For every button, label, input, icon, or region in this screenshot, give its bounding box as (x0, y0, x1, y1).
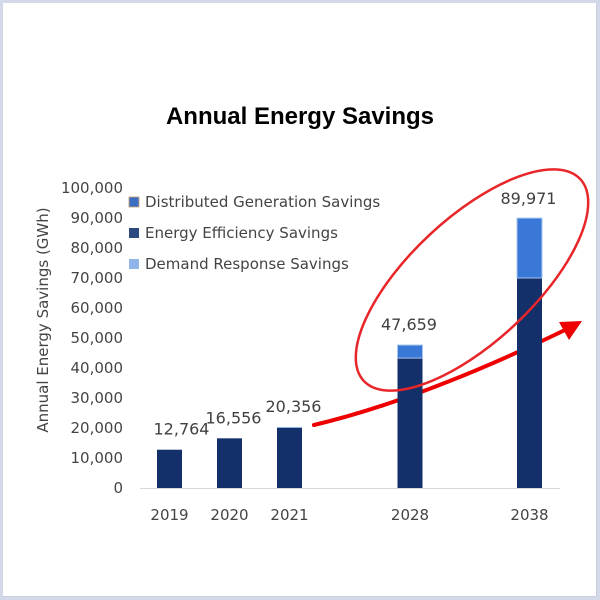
data-label: 16,556 (206, 408, 262, 427)
y-tick-label: 90,000 (71, 209, 124, 227)
bars (157, 217, 543, 488)
chart-title: Annual Energy Savings (166, 103, 434, 130)
legend-label: Energy Efficiency Savings (145, 224, 338, 242)
y-tick-label: 100,000 (61, 179, 123, 197)
legend-swatch (129, 228, 139, 238)
y-tick-label: 60,000 (71, 299, 124, 317)
y-tick-label: 80,000 (71, 239, 124, 257)
bar-segment-energy-efficiency-savings-2028 (397, 358, 423, 488)
x-tick-label: 2028 (391, 506, 429, 524)
y-axis-ticks: 0 10,000 20,000 30,000 40,000 50,000 60,000 70,… (61, 179, 123, 497)
data-label: 47,659 (381, 315, 437, 334)
data-label: 20,356 (266, 397, 322, 416)
x-tick-label: 2038 (510, 506, 548, 524)
legend-swatch (129, 259, 139, 269)
legend-swatch (128, 196, 140, 208)
highlight-ellipse-shape (354, 168, 590, 392)
x-axis-ticks: 2019 2020 2021 2028 2038 (150, 506, 548, 524)
data-label: 12,764 (154, 420, 210, 439)
bar-segment-energy-efficiency-savings-2038 (517, 278, 542, 488)
bar-segment-demand-response-savings-2021 (277, 426, 302, 428)
bar-segment-distributed-generation-savings-2038 (516, 217, 543, 279)
x-tick-label: 2020 (210, 506, 248, 524)
chart-frame (3, 3, 597, 597)
arrow-head-icon (559, 321, 582, 340)
legend: Distributed Generation Savings Energy Eff… (128, 193, 380, 273)
y-tick-label: 50,000 (71, 329, 124, 347)
bar-segment-energy-efficiency-savings-2020 (217, 438, 242, 488)
y-tick-label: 20,000 (71, 419, 124, 437)
y-axis-label: Annual Energy Savings (GWh) (34, 207, 52, 432)
y-tick-label: 70,000 (71, 269, 124, 287)
data-label: 89,971 (501, 189, 557, 208)
bar-segment-energy-efficiency-savings-2021 (277, 427, 302, 488)
legend-label: Distributed Generation Savings (145, 193, 380, 211)
y-tick-label: 0 (113, 479, 123, 497)
x-tick-label: 2019 (150, 506, 188, 524)
y-tick-label: 30,000 (71, 389, 124, 407)
y-tick-label: 10,000 (71, 449, 124, 467)
highlight-ellipse (354, 168, 590, 392)
bar-segment-distributed-generation-savings-2028 (397, 344, 423, 359)
x-tick-label: 2021 (270, 506, 308, 524)
legend-label: Demand Response Savings (145, 255, 349, 273)
y-tick-label: 40,000 (71, 359, 124, 377)
bar-segment-energy-efficiency-savings-2019 (157, 449, 182, 488)
